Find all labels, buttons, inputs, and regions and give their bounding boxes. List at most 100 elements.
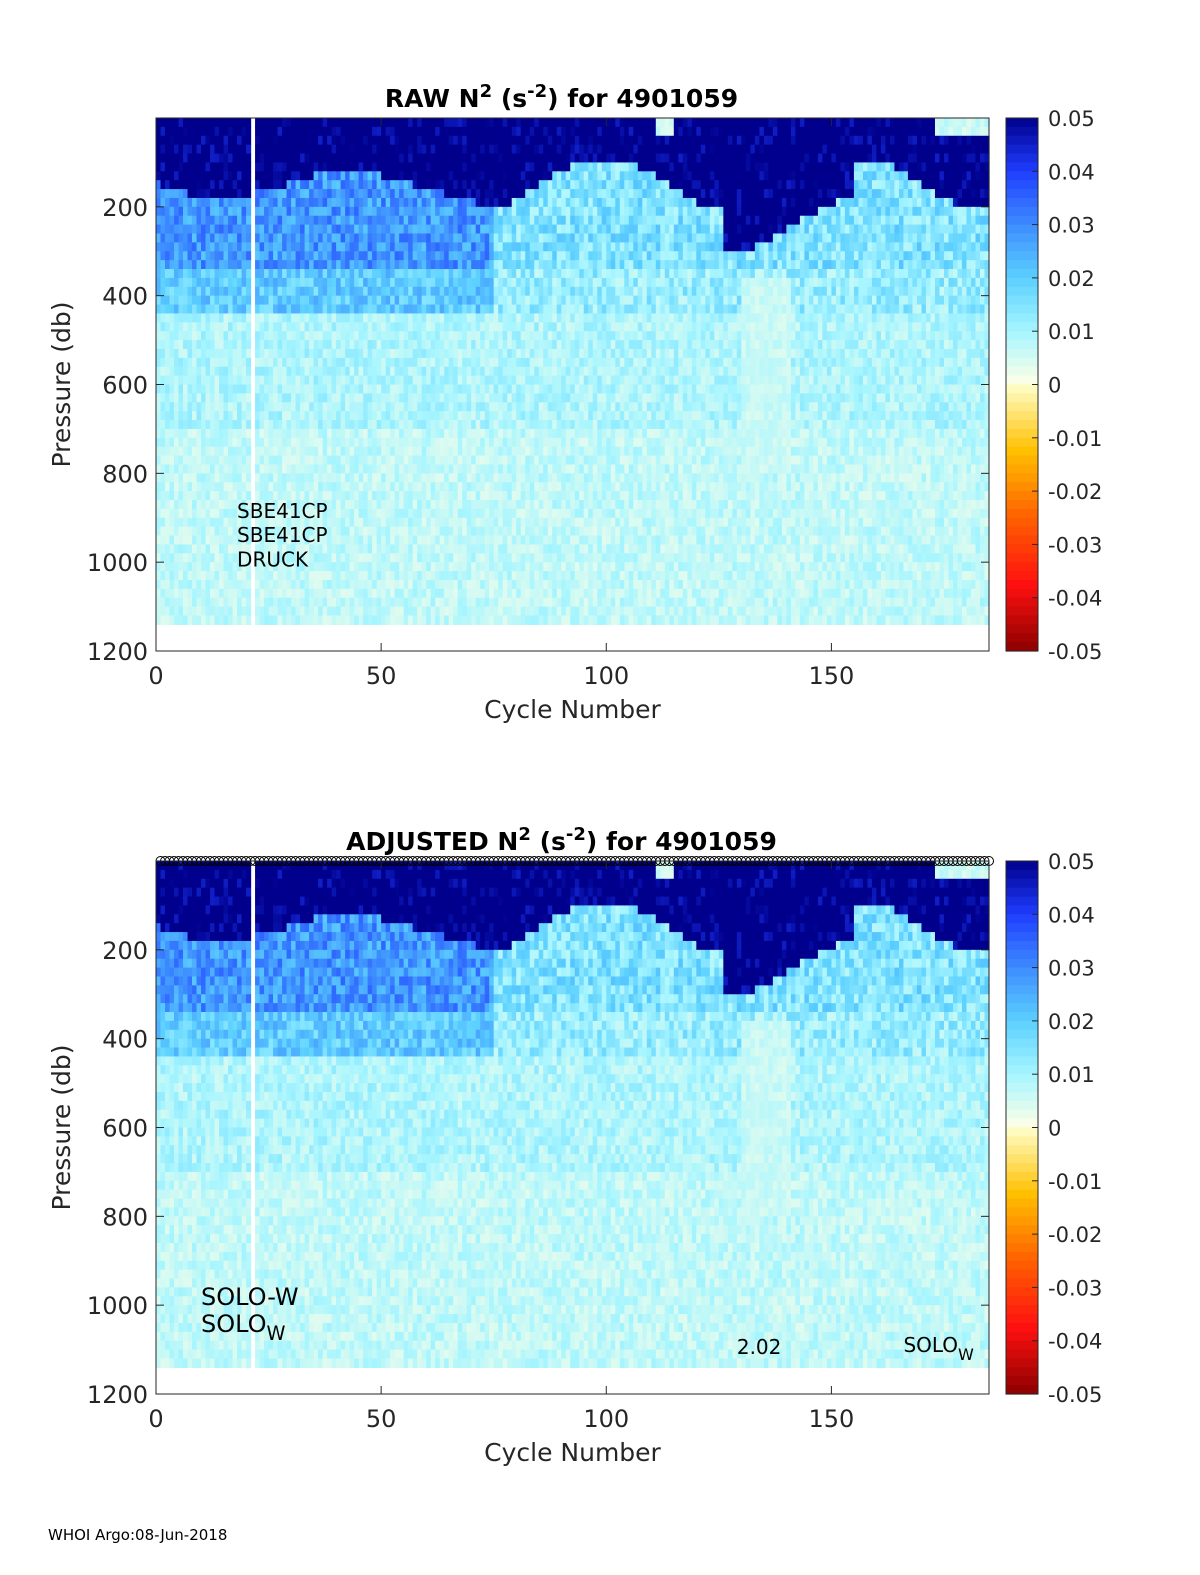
heatmap-cell <box>430 322 436 332</box>
heatmap-cell <box>372 588 378 599</box>
heatmap-cell <box>372 242 378 252</box>
heatmap-cell <box>241 526 247 537</box>
heatmap-cell <box>259 242 265 252</box>
heatmap-cell <box>358 126 364 137</box>
heatmap-cell <box>160 473 166 483</box>
heatmap-cell <box>408 464 414 474</box>
heatmap-cell <box>390 224 396 235</box>
heatmap-cell <box>264 144 270 155</box>
heatmap-cell <box>457 224 463 235</box>
heatmap-cell <box>313 162 319 172</box>
heatmap-cell <box>300 499 306 510</box>
heatmap-cell <box>403 579 409 590</box>
heatmap-cell <box>394 402 400 412</box>
heatmap-cell <box>475 348 481 359</box>
heatmap-cell <box>160 517 166 528</box>
heatmap-cell <box>205 526 211 537</box>
heatmap-cell <box>475 171 481 181</box>
heatmap-cell <box>309 171 315 181</box>
heatmap-cell <box>471 340 477 350</box>
heatmap-cell <box>421 135 427 146</box>
heatmap-cell <box>268 197 274 208</box>
heatmap-cell <box>169 375 175 386</box>
heatmap-cell <box>493 286 499 297</box>
heatmap-cell <box>376 277 382 288</box>
heatmap-cell <box>228 135 234 146</box>
heatmap-cell <box>340 366 346 377</box>
heatmap-cell <box>273 615 279 625</box>
heatmap-cell <box>169 224 175 235</box>
heatmap-cell <box>453 277 459 288</box>
heatmap-cell <box>372 420 378 430</box>
heatmap-cell <box>201 251 207 261</box>
heatmap-cell <box>426 189 432 199</box>
heatmap-cell <box>232 206 238 217</box>
heatmap-cell <box>367 269 373 279</box>
heatmap-cell <box>205 286 211 297</box>
heatmap-cell <box>493 313 499 323</box>
heatmap-cell <box>187 224 193 235</box>
heatmap-cell <box>453 473 459 483</box>
heatmap-cell <box>394 491 400 501</box>
heatmap-cell <box>417 464 423 474</box>
heatmap-cell <box>241 473 247 483</box>
heatmap-cell <box>165 375 171 386</box>
heatmap-cell <box>511 135 517 146</box>
heatmap-cell <box>345 393 351 403</box>
heatmap-cell <box>543 375 549 386</box>
heatmap-cell <box>529 455 535 466</box>
heatmap-cell <box>187 428 193 439</box>
heatmap-cell <box>192 473 198 483</box>
heatmap-cell <box>201 384 207 394</box>
heatmap-cell <box>201 437 207 448</box>
heatmap-cell <box>336 277 342 288</box>
heatmap-cell <box>511 348 517 359</box>
heatmap-cell <box>327 144 333 155</box>
heatmap-cell <box>169 118 175 128</box>
heatmap-cell <box>309 322 315 332</box>
heatmap-cell <box>547 508 553 519</box>
heatmap-cell <box>394 242 400 252</box>
heatmap-cell <box>502 562 508 572</box>
heatmap-cell <box>295 171 301 181</box>
heatmap-cell <box>331 162 337 172</box>
heatmap-cell <box>160 464 166 474</box>
heatmap-cell <box>516 437 522 448</box>
heatmap-cell <box>408 313 414 323</box>
heatmap-cell <box>237 215 243 226</box>
heatmap-cell <box>354 588 360 599</box>
heatmap-cell <box>511 553 517 563</box>
heatmap-cell <box>309 215 315 226</box>
heatmap-cell <box>394 464 400 474</box>
heatmap-cell <box>498 322 504 332</box>
heatmap-cell <box>309 588 315 599</box>
heatmap-cell <box>484 473 490 483</box>
heatmap-cell <box>192 171 198 181</box>
heatmap-cell <box>516 606 522 617</box>
heatmap-cell <box>448 126 454 137</box>
heatmap-cell <box>178 215 184 226</box>
heatmap-cell <box>183 366 189 377</box>
heatmap-cell <box>403 606 409 617</box>
heatmap-cell <box>201 473 207 483</box>
heatmap-cell <box>381 482 387 492</box>
heatmap-cell <box>291 242 297 252</box>
heatmap-cell <box>336 118 342 128</box>
heatmap-cell <box>430 126 436 137</box>
heatmap-cell <box>547 499 553 510</box>
heatmap-cell <box>187 571 193 581</box>
heatmap-cell <box>255 251 261 261</box>
heatmap-cell <box>444 144 450 155</box>
heatmap-cell <box>318 180 324 190</box>
heatmap-cell <box>489 331 495 341</box>
heatmap-cell <box>403 535 409 545</box>
heatmap-cell <box>304 126 310 137</box>
heatmap-cell <box>174 153 180 164</box>
heatmap-cell <box>529 162 535 172</box>
heatmap-cell <box>340 606 346 617</box>
heatmap-cell <box>516 597 522 608</box>
heatmap-cell <box>412 455 418 466</box>
heatmap-cell <box>174 375 180 386</box>
heatmap-cell <box>403 348 409 359</box>
heatmap-cell <box>466 313 472 323</box>
